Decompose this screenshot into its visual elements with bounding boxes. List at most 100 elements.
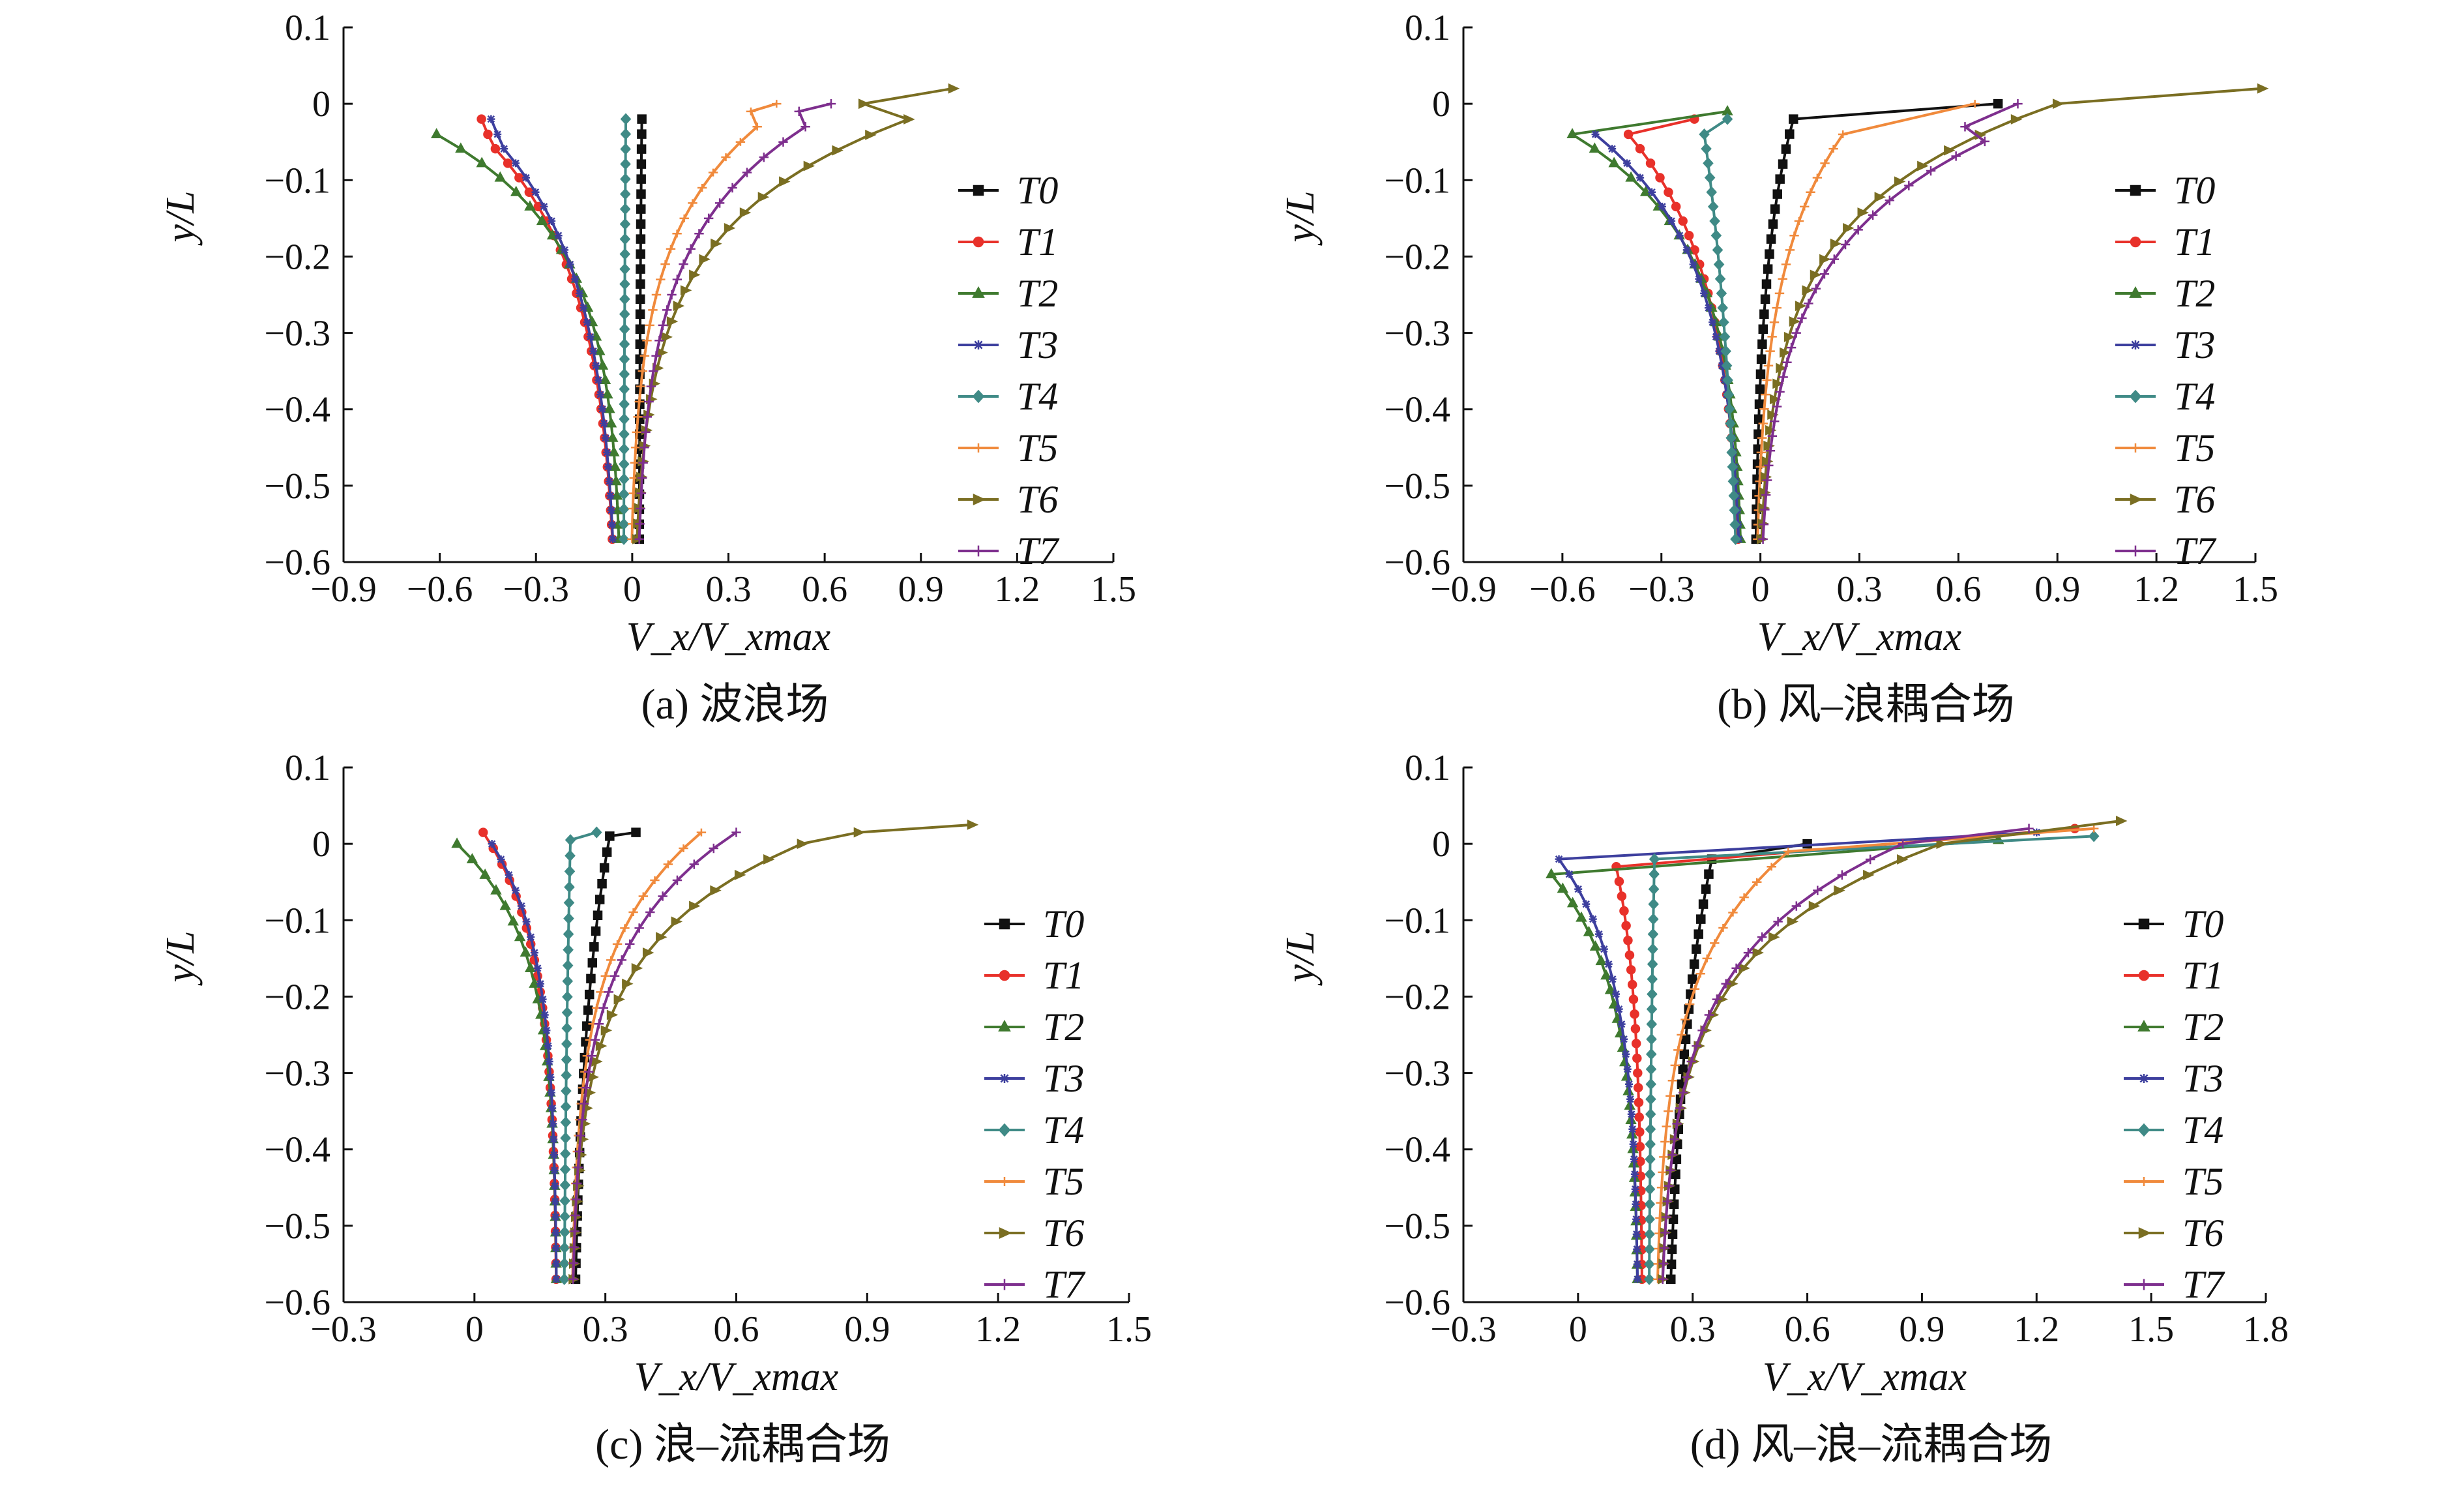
legend-marker [999, 918, 1010, 930]
series-line-T1 [480, 118, 614, 540]
x-tick-label: −0.3 [310, 1309, 377, 1350]
legend-label: T5 [2182, 1160, 2223, 1203]
y-tick-label: −0.6 [1384, 1283, 1450, 1323]
y-tick-label: −0.3 [264, 314, 330, 354]
series-markers-T7 [634, 98, 836, 544]
y-tick-label: 0 [312, 824, 330, 865]
x-axis-title: V_x/V_xmax [634, 1355, 839, 1399]
y-tick-label: −0.4 [264, 1130, 330, 1170]
legend-marker [2138, 1279, 2150, 1290]
legend-marker [2137, 1123, 2150, 1137]
y-tick-label: 0 [312, 84, 330, 125]
y-tick-label: −0.5 [1384, 1206, 1450, 1247]
y-tick-label: −0.3 [1384, 314, 1450, 354]
legend-marker [2138, 1227, 2152, 1239]
legend-marker [973, 185, 984, 196]
x-tick-label: 1.2 [994, 569, 1040, 610]
series-line-T6 [572, 823, 973, 1279]
series-markers-T6 [632, 83, 960, 544]
legend-marker [973, 443, 984, 453]
legend-label: T3 [1017, 323, 1058, 366]
legend-label: T5 [2174, 426, 2215, 469]
legend-marker [2138, 918, 2150, 930]
series-markers-T4 [1643, 830, 2100, 1285]
legend-label: T1 [2174, 220, 2215, 263]
x-tick-label: 1.5 [1091, 569, 1136, 610]
legend-marker [999, 1227, 1012, 1239]
x-axis-title: V_x/V_xmax [1757, 615, 1962, 659]
series-markers-T7 [1658, 824, 2034, 1285]
legend-label: T0 [1043, 902, 1084, 945]
x-tick-label: 0.3 [583, 1309, 628, 1350]
legend-label: T7 [2174, 529, 2217, 572]
y-tick-label: −0.2 [264, 977, 330, 1017]
legend-marker [999, 970, 1010, 981]
legend-label: T6 [2174, 478, 2215, 521]
series-markers-T2 [1546, 833, 2004, 1283]
x-tick-label: −0.6 [407, 569, 473, 610]
legend: T0 T1 T2 T3 T4 T5 T6 T7 [2124, 902, 2225, 1306]
series-line-T5 [630, 102, 777, 539]
x-tick-label: 0.6 [1785, 1309, 1830, 1350]
series-markers-T5 [1753, 100, 1980, 543]
y-tick-label: −0.3 [264, 1054, 330, 1094]
legend-marker [2139, 1074, 2149, 1083]
y-tick-label: 0 [1432, 84, 1450, 125]
series-markers-T3 [488, 840, 561, 1283]
series-markers-T4 [618, 113, 632, 545]
legend-label: T2 [2182, 1005, 2223, 1048]
series-markers-T7 [1758, 98, 2023, 544]
legend-label: T5 [1043, 1160, 1084, 1203]
y-tick-label: −0.4 [1384, 1130, 1450, 1170]
x-tick-label: 1.5 [1106, 1309, 1152, 1350]
y-tick-label: −0.4 [1384, 390, 1450, 430]
legend-marker [972, 286, 985, 298]
x-tick-label: 0.6 [802, 569, 847, 610]
x-tick-label: 0.9 [898, 569, 944, 610]
legend-marker [2137, 1020, 2150, 1032]
series-markers-T0 [570, 827, 641, 1285]
legend-label: T0 [2182, 902, 2223, 945]
legend-label: T3 [1043, 1057, 1084, 1100]
y-tick-label: −0.6 [1384, 542, 1450, 583]
series-markers-T5 [627, 100, 782, 543]
x-tick-label: 0.9 [844, 1309, 890, 1350]
x-tick-label: −0.3 [1628, 569, 1695, 610]
y-tick-label: −0.5 [264, 466, 330, 507]
x-tick-label: 0.9 [2034, 569, 2080, 610]
legend-label: T4 [1043, 1108, 1084, 1152]
y-tick-label: −0.6 [264, 1283, 330, 1323]
y-tick-label: −0.1 [1384, 900, 1450, 941]
x-tick-label: −0.9 [1430, 569, 1497, 610]
y-tick-label: 0.1 [1405, 8, 1450, 48]
y-tick-label: −0.2 [1384, 977, 1450, 1017]
y-tick-label: −0.5 [1384, 466, 1450, 507]
y-tick-label: 0.1 [285, 748, 330, 788]
legend-marker [2130, 545, 2141, 557]
legend-marker [973, 236, 984, 248]
legend-label: T1 [2182, 954, 2223, 997]
legend-label: T7 [1017, 529, 1060, 572]
legend-label: T2 [1043, 1005, 1084, 1048]
y-tick-label: −0.1 [264, 900, 330, 941]
x-tick-label: −0.9 [310, 569, 377, 610]
legend-label: T6 [2182, 1211, 2223, 1255]
legend-marker [2129, 286, 2142, 298]
legend-label: T7 [1043, 1263, 1086, 1306]
series-line-T5 [1656, 827, 2094, 1279]
series-line-T3 [1556, 831, 2037, 1279]
legend-label: T1 [1043, 954, 1084, 997]
legend-label: T0 [1017, 169, 1058, 212]
legend-marker [998, 1020, 1011, 1032]
x-tick-label: 0.3 [706, 569, 752, 610]
legend: T0 T1 T2 T3 T4 T5 T6 T7 [958, 169, 1060, 572]
series-markers-T2 [451, 837, 563, 1283]
x-tick-label: 0 [465, 1309, 484, 1350]
legend-marker [998, 1123, 1011, 1137]
series-markers-T7 [568, 827, 741, 1285]
legend-label: T4 [2182, 1108, 2223, 1152]
y-axis-title: y/L [158, 930, 203, 986]
chart-panel-4: −0.3 0 0.3 0.6 0.9 1.2 1.5 1.80.10−0.1−0.2−0.3−… [1278, 748, 2289, 1468]
legend-marker [999, 1177, 1010, 1186]
legend-marker [973, 494, 986, 505]
